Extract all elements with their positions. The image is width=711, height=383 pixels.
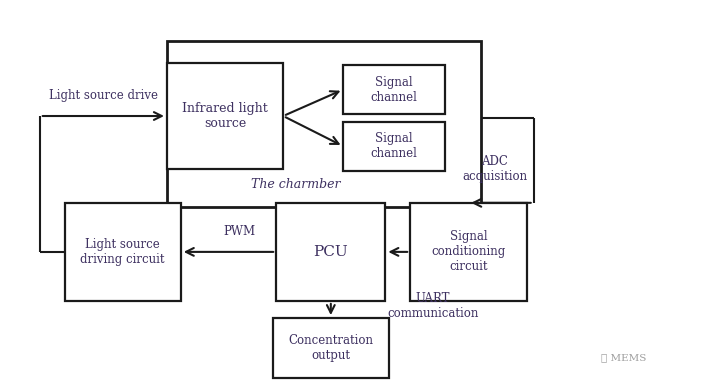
Text: PCU: PCU: [314, 245, 348, 259]
Bar: [167, 63, 283, 169]
Text: Light source drive: Light source drive: [49, 89, 158, 102]
Bar: [167, 41, 481, 206]
Text: Signal
conditioning
circuit: Signal conditioning circuit: [432, 231, 506, 273]
Text: Infrared light
source: Infrared light source: [182, 102, 268, 130]
Text: ADC
acquisition: ADC acquisition: [462, 155, 528, 183]
Bar: [65, 203, 181, 301]
Text: ★ MEMS: ★ MEMS: [601, 353, 646, 362]
Text: Signal
channel: Signal channel: [371, 75, 418, 103]
Text: Light source
driving circuit: Light source driving circuit: [80, 238, 165, 266]
Bar: [410, 203, 527, 301]
Text: UART
communication: UART communication: [387, 292, 479, 320]
Bar: [343, 65, 446, 114]
Text: The charmber: The charmber: [251, 178, 341, 192]
Text: PWM: PWM: [223, 225, 255, 237]
Text: Signal
channel: Signal channel: [371, 132, 418, 160]
Bar: [276, 203, 385, 301]
Bar: [272, 318, 389, 378]
Text: Concentration
output: Concentration output: [288, 334, 373, 362]
Bar: [343, 122, 446, 171]
